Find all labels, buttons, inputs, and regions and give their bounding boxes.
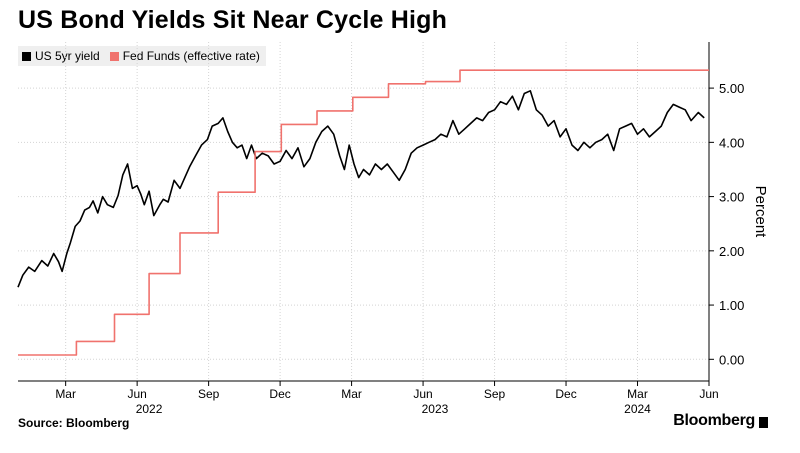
y-tick-label: 1.00 bbox=[719, 298, 744, 313]
bloomberg-logo-icon bbox=[759, 416, 768, 428]
chart-title: US Bond Yields Sit Near Cycle High bbox=[18, 6, 448, 34]
series-line-fed-funds bbox=[18, 69, 709, 356]
x-tick-label: Jun bbox=[699, 387, 718, 401]
x-tick-label: Sep bbox=[484, 387, 506, 401]
x-tick-label: Sep bbox=[198, 387, 220, 401]
legend-label-us-5yr-yield: US 5yr yield bbox=[35, 49, 100, 63]
y-axis-title: Percent bbox=[752, 186, 769, 239]
x-tick-label: Dec bbox=[269, 387, 290, 401]
x-tick-label: Jun bbox=[413, 387, 432, 401]
y-tick-label: 5.00 bbox=[719, 81, 744, 96]
legend-label-fed-funds: Fed Funds (effective rate) bbox=[122, 49, 260, 63]
y-tick-label: 3.00 bbox=[719, 190, 744, 205]
x-year-label: 2024 bbox=[624, 402, 651, 416]
x-year-label: 2023 bbox=[422, 402, 449, 416]
source-note: Source: Bloomberg bbox=[18, 416, 130, 430]
y-tick-label: 4.00 bbox=[719, 135, 744, 150]
legend: US 5yr yield Fed Funds (effective rate) bbox=[18, 46, 266, 66]
x-tick-label: Mar bbox=[341, 387, 362, 401]
series-line-us-5yr-yield bbox=[17, 90, 705, 288]
y-tick-label: 0.00 bbox=[719, 352, 744, 367]
x-tick-label: Mar bbox=[55, 387, 76, 401]
bloomberg-wordmark: Bloomberg bbox=[673, 412, 755, 429]
y-tick-label: 2.00 bbox=[719, 244, 744, 259]
x-tick-label: Dec bbox=[555, 387, 576, 401]
bloomberg-brand: Bloomberg bbox=[673, 412, 768, 430]
x-year-label: 2022 bbox=[136, 402, 163, 416]
legend-item-us-5yr-yield: US 5yr yield bbox=[22, 49, 100, 63]
x-tick-label: Mar bbox=[627, 387, 648, 401]
legend-swatch-us-5yr-yield bbox=[22, 51, 31, 61]
legend-swatch-fed-funds bbox=[109, 51, 119, 61]
x-tick-label: Jun bbox=[127, 387, 146, 401]
legend-item-fed-funds: Fed Funds (effective rate) bbox=[109, 49, 260, 63]
